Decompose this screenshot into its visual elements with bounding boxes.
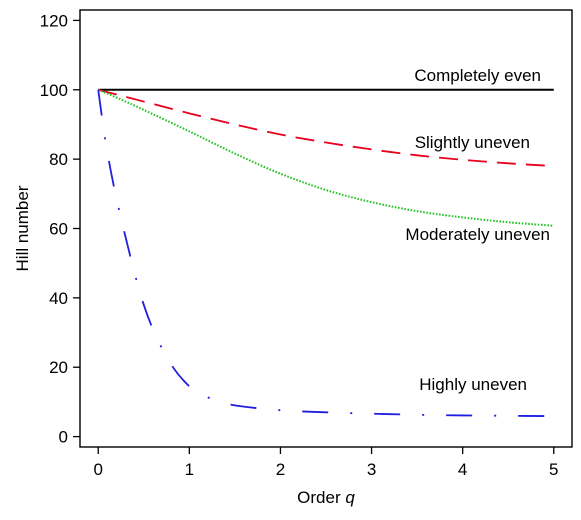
x-axis: 0 1 2 3 4 5 — [93, 447, 559, 479]
series-line-slightly-uneven — [97, 88, 554, 167]
series-label-completely-even: Completely even — [414, 66, 541, 85]
series-label-highly-uneven: Highly uneven — [419, 375, 527, 394]
series-line-moderately-uneven — [97, 88, 554, 227]
y-tick-label: 20 — [49, 358, 68, 377]
x-tick-label: 4 — [458, 460, 467, 479]
x-tick-label: 3 — [367, 460, 376, 479]
y-tick-label: 100 — [40, 81, 68, 100]
y-axis-title: Hill number — [13, 185, 32, 271]
series-label-slightly-uneven: Slightly uneven — [415, 133, 530, 152]
x-axis-title-prefix: Order — [297, 488, 345, 507]
x-axis-title-variable: q — [345, 488, 355, 507]
x-tick-label: 5 — [549, 460, 558, 479]
y-tick-label: 120 — [40, 11, 68, 30]
y-axis: 0 20 40 60 80 100 120 — [40, 11, 80, 447]
x-tick-label: 2 — [276, 460, 285, 479]
x-tick-label: 0 — [93, 460, 102, 479]
series-labels: Completely even Slightly uneven Moderately… — [405, 66, 550, 394]
plot-lines — [97, 88, 554, 418]
x-axis-title: Order q — [297, 488, 355, 507]
y-tick-label: 60 — [49, 220, 68, 239]
series-line-highly-uneven — [97, 89, 554, 418]
y-tick-label: 0 — [59, 428, 68, 447]
y-tick-label: 40 — [49, 289, 68, 308]
y-tick-label: 80 — [49, 150, 68, 169]
x-tick-label: 1 — [185, 460, 194, 479]
series-label-moderately-uneven: Moderately uneven — [405, 225, 550, 244]
